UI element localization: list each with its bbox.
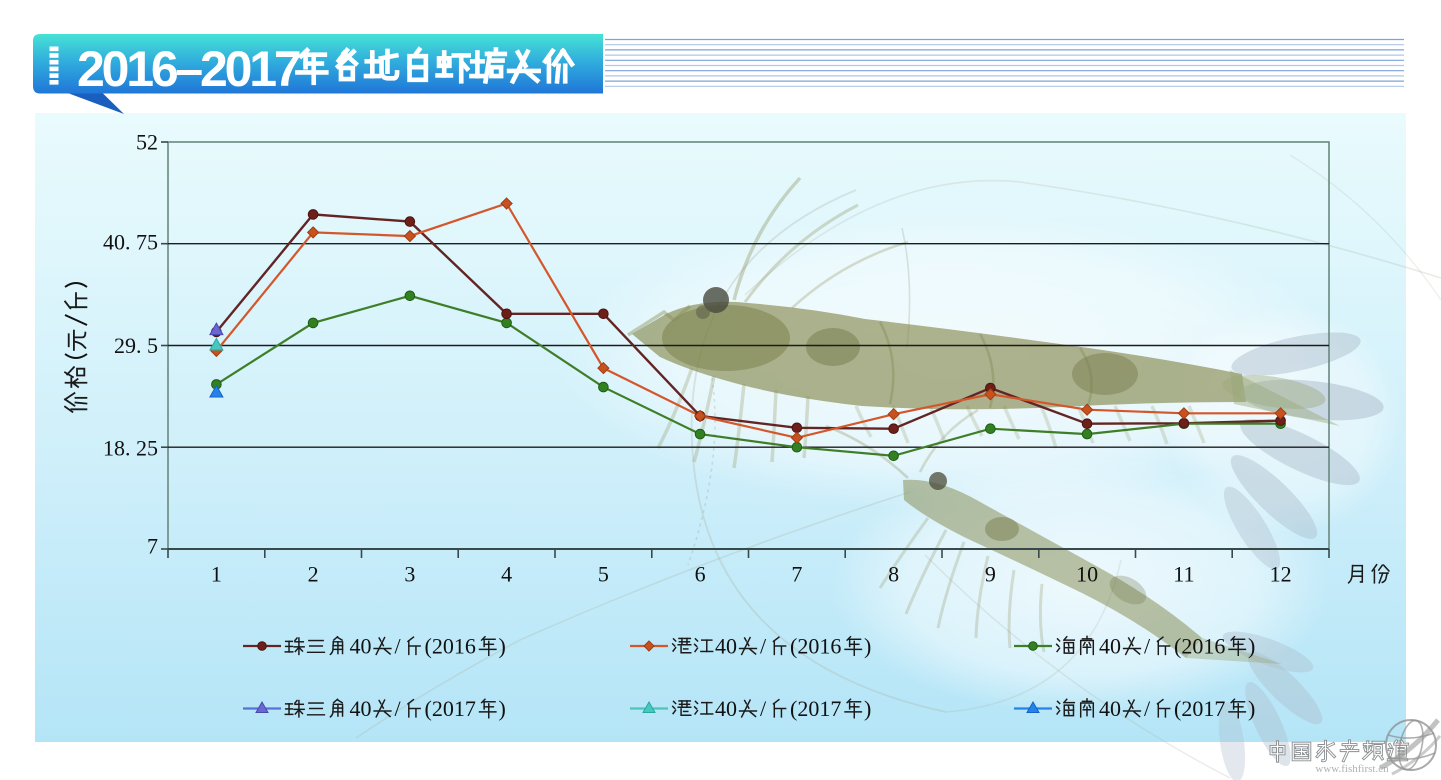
svg-text:(2017: (2017 (1174, 696, 1225, 721)
svg-text:(2017: (2017 (425, 696, 476, 721)
svg-text:40: 40 (715, 696, 737, 721)
svg-text:/: / (1144, 696, 1151, 721)
svg-text:5: 5 (598, 562, 609, 587)
svg-text:2: 2 (308, 562, 319, 587)
svg-text:40. 75: 40. 75 (103, 230, 158, 255)
svg-text:/: / (760, 696, 767, 721)
svg-text:): ) (1248, 634, 1255, 659)
svg-text:8: 8 (888, 562, 899, 587)
svg-text:12: 12 (1270, 562, 1292, 587)
svg-text:40: 40 (350, 696, 372, 721)
svg-text:7: 7 (147, 534, 158, 559)
svg-text:): ) (864, 696, 871, 721)
svg-text:4: 4 (501, 562, 512, 587)
svg-text:7: 7 (791, 562, 802, 587)
svg-text:(2017: (2017 (790, 696, 841, 721)
svg-text:/: / (1144, 634, 1151, 659)
svg-text:52: 52 (136, 130, 158, 155)
svg-text:): ) (864, 634, 871, 659)
svg-text:(2016: (2016 (1174, 634, 1225, 659)
svg-text:11: 11 (1173, 562, 1194, 587)
svg-text:(2016: (2016 (790, 634, 841, 659)
svg-text:29. 5: 29. 5 (114, 333, 158, 358)
svg-text:40: 40 (1099, 696, 1121, 721)
svg-text:40: 40 (1099, 634, 1121, 659)
svg-text:10: 10 (1076, 562, 1098, 587)
svg-text:40: 40 (715, 634, 737, 659)
svg-text:(2016: (2016 (425, 634, 476, 659)
svg-text:18. 25: 18. 25 (103, 436, 158, 461)
svg-text:www.fishfirst.cn: www.fishfirst.cn (1315, 763, 1389, 775)
svg-text:1: 1 (211, 562, 222, 587)
svg-text:/: / (760, 634, 767, 659)
svg-text:40: 40 (350, 634, 372, 659)
svg-text:/: / (395, 696, 402, 721)
svg-text:9: 9 (985, 562, 996, 587)
svg-text:3: 3 (404, 562, 415, 587)
svg-text:2016–2017: 2016–2017 (77, 41, 300, 97)
svg-text:): ) (1248, 696, 1255, 721)
svg-text:/: / (395, 634, 402, 659)
svg-text:6: 6 (695, 562, 706, 587)
svg-text:): ) (499, 696, 506, 721)
svg-text:): ) (499, 634, 506, 659)
